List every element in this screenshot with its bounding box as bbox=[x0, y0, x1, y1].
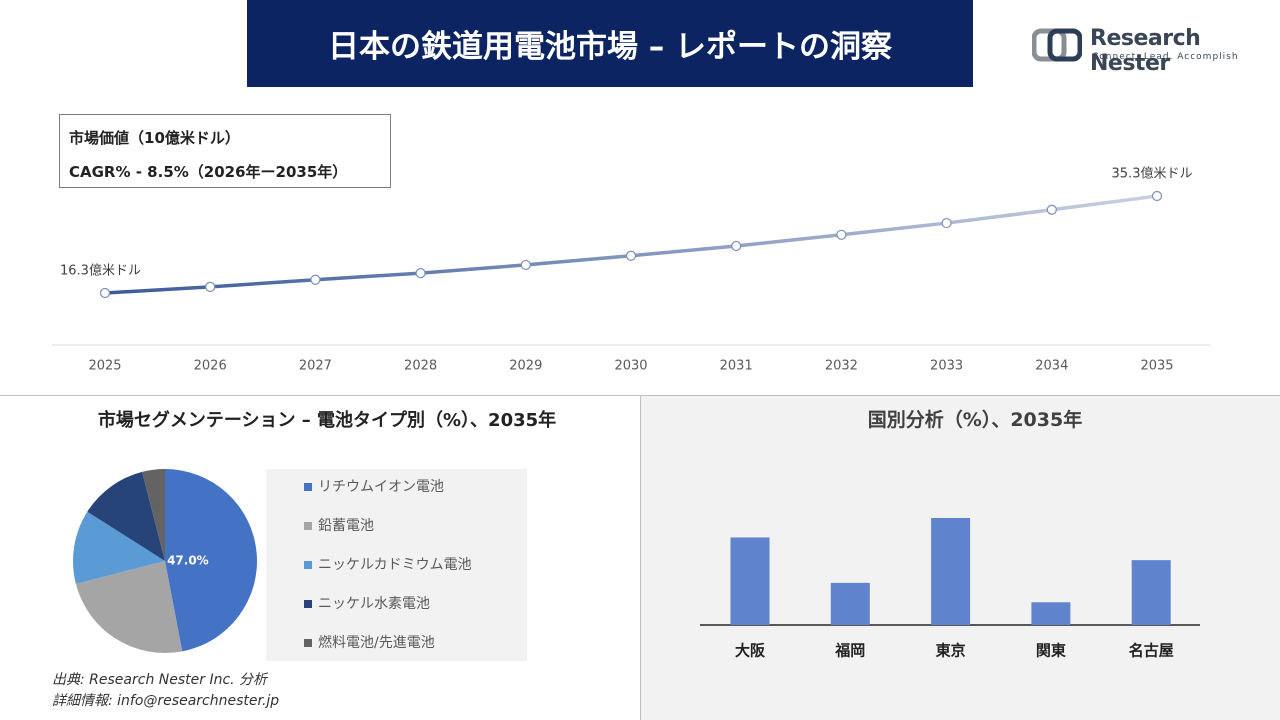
point bbox=[205, 281, 216, 292]
logo-tagline: Connect. Lead. Accomplish bbox=[1092, 52, 1239, 62]
pie-title: 市場セグメンテーション – 電池タイプ別（%）、2035年 bbox=[97, 410, 557, 431]
legend-label: ニッケル水素電池 bbox=[318, 596, 430, 612]
x-tick-label: 2026 bbox=[194, 359, 227, 374]
legend-line: CAGR% - 8.5%（2026年ー2035年） bbox=[69, 163, 348, 181]
point bbox=[731, 240, 742, 252]
x-tick-label: 2029 bbox=[509, 359, 542, 374]
bar-title: 国別分析（%）、2035年 bbox=[867, 409, 1083, 431]
legend-swatch bbox=[304, 561, 312, 569]
footer-source: 出典: Research Nester Inc. 分析 bbox=[52, 672, 268, 688]
value-label: 47.0% bbox=[167, 553, 209, 567]
legend-label: 鉛蓄電池 bbox=[318, 518, 374, 534]
bar bbox=[1031, 602, 1071, 625]
legend-label: リチウムイオン電池 bbox=[318, 479, 444, 495]
x-tick-label: 大阪 bbox=[735, 642, 766, 660]
point bbox=[836, 229, 847, 240]
pie-slice bbox=[75, 561, 183, 653]
bar bbox=[730, 537, 770, 625]
value-label: 16.3億米ドル bbox=[60, 263, 141, 279]
legend-swatch bbox=[304, 600, 312, 608]
point bbox=[1151, 190, 1163, 202]
x-tick-label: 東京 bbox=[936, 642, 966, 660]
legend-label: ニッケルカドミウム電池 bbox=[318, 557, 472, 573]
x-tick-label: 2033 bbox=[930, 359, 963, 374]
x-tick-label: 福岡 bbox=[834, 642, 865, 660]
logo-shape bbox=[1032, 28, 1067, 62]
x-tick-label: 2025 bbox=[88, 359, 121, 374]
legend-box: 市場価値（10億米ドル） CAGR% - 8.5%（2026年ー2035年） bbox=[59, 114, 391, 188]
x-tick-label: 2027 bbox=[299, 359, 332, 374]
logo-icon bbox=[1032, 28, 1082, 62]
point bbox=[941, 217, 952, 229]
x-tick-label: 関東 bbox=[1036, 642, 1066, 660]
legend-swatch bbox=[304, 639, 312, 647]
bar bbox=[931, 518, 971, 625]
x-tick-label: 2032 bbox=[825, 359, 858, 374]
pie-slice bbox=[165, 469, 258, 652]
pie-slice bbox=[73, 511, 165, 584]
divider-v bbox=[640, 396, 641, 720]
bar bbox=[830, 582, 870, 625]
x-tick-label: 2034 bbox=[1035, 359, 1068, 374]
title-banner: 日本の鉄道用電池市場 – レポートの洞察 bbox=[247, 0, 973, 87]
point bbox=[99, 287, 111, 299]
bar bbox=[1131, 560, 1171, 625]
legend-swatch bbox=[304, 483, 312, 491]
value-label: 35.3億米ドル bbox=[1112, 166, 1193, 182]
point bbox=[415, 267, 426, 279]
point bbox=[625, 250, 637, 261]
logo-name: Research Nester bbox=[1090, 26, 1201, 76]
footer-contact: 詳細情報: info@researchnester.jp bbox=[52, 693, 280, 709]
x-tick-label: 2030 bbox=[614, 359, 647, 374]
pie-slice bbox=[87, 471, 165, 561]
point bbox=[520, 259, 531, 271]
point bbox=[1046, 204, 1057, 215]
legend-label: 燃料電池/先進電池 bbox=[318, 634, 435, 651]
point bbox=[310, 274, 321, 285]
divider-h bbox=[0, 395, 1280, 396]
line bbox=[104, 194, 1158, 295]
legend-line: 市場価値（10億米ドル） bbox=[69, 129, 240, 147]
x-tick-label: 2028 bbox=[404, 359, 437, 374]
x-tick-label: 名古屋 bbox=[1129, 642, 1174, 660]
x-tick-label: 2035 bbox=[1140, 359, 1173, 374]
pie-slice bbox=[142, 469, 165, 561]
logo-shape bbox=[1047, 28, 1082, 62]
x-tick-label: 2031 bbox=[720, 359, 753, 374]
legend-swatch bbox=[304, 522, 312, 530]
